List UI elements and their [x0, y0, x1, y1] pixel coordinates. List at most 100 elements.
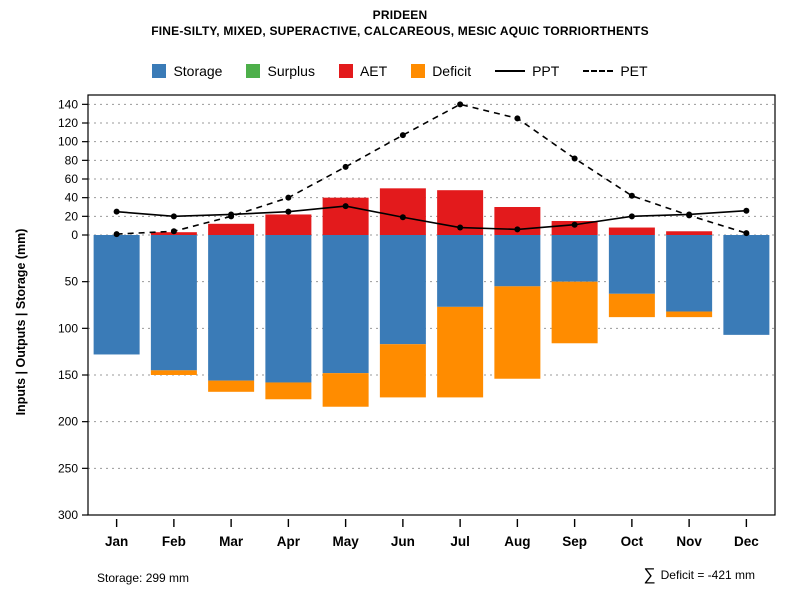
y-tick-label: 100: [58, 135, 78, 149]
y-tick-label: 140: [58, 97, 78, 111]
pet-line-sample: [583, 70, 614, 72]
month-label: Feb: [162, 534, 186, 549]
pet-marker: [399, 132, 406, 139]
deficit-bar: [208, 380, 255, 392]
storage-capacity-note: Storage: 299 mm: [97, 571, 190, 585]
y-tick-label: 150: [58, 368, 78, 382]
aet-bar: [208, 223, 255, 235]
legend-item-pet: PET: [583, 63, 648, 79]
month-label: Jun: [391, 534, 415, 549]
legend-item-deficit: Deficit: [411, 63, 471, 79]
y-tick-label: 300: [58, 508, 78, 522]
storage-bar: [666, 235, 713, 312]
y-tick-label: 50: [65, 275, 79, 289]
chart-legend: Storage Surplus AET Deficit PPT PET: [0, 63, 800, 79]
month-label: Mar: [219, 534, 244, 549]
month-label: Aug: [504, 534, 530, 549]
water-balance-chart: 0 20 40 60 80 100 120 140 50 100 150 200 250 300 Jan Fe…: [58, 94, 776, 549]
month-label: Apr: [277, 534, 301, 549]
deficit-bar: [437, 306, 484, 398]
storage-bar: [608, 235, 655, 294]
pet-marker: [342, 163, 349, 170]
ppt-marker: [170, 213, 177, 220]
month-label: Sep: [562, 534, 587, 549]
ppt-marker: [514, 226, 521, 233]
y-tick-label: 120: [58, 116, 78, 130]
ppt-marker: [342, 203, 349, 210]
storage-bar: [208, 235, 255, 381]
storage-swatch: [152, 64, 167, 78]
legend-label: Storage: [173, 63, 223, 79]
y-tick-label: 200: [58, 415, 78, 429]
month-label: May: [332, 534, 359, 549]
ppt-marker: [743, 207, 750, 214]
ppt-marker: [399, 214, 406, 221]
legend-item-ppt: PPT: [495, 63, 559, 79]
storage-bar: [322, 235, 369, 374]
month-label: Jul: [450, 534, 470, 549]
pet-marker: [514, 115, 521, 122]
sigma-icon: ∑: [643, 565, 656, 584]
pet-marker: [285, 194, 292, 201]
pet-marker: [170, 228, 177, 235]
ppt-marker: [457, 224, 464, 231]
page-title: PRIDEEN: [372, 8, 428, 22]
legend-label: PPT: [532, 63, 560, 79]
legend-item-storage: Storage: [152, 63, 222, 79]
storage-bar: [265, 235, 312, 383]
aet-bar: [608, 227, 655, 235]
aet-swatch: [338, 64, 353, 78]
ppt-marker: [628, 213, 635, 220]
pet-marker: [628, 192, 635, 199]
aet-bar: [265, 214, 312, 235]
aet-bar: [379, 188, 426, 235]
deficit-bar: [666, 311, 713, 318]
aet-bar: [666, 231, 713, 235]
deficit-total-note: ∑ Deficit = -421 mm: [644, 566, 755, 583]
ppt-marker: [571, 221, 578, 228]
ppt-marker: [285, 208, 292, 215]
pet-marker: [571, 155, 578, 162]
deficit-bar: [265, 382, 312, 400]
pet-marker: [113, 231, 120, 238]
deficit-bar: [494, 286, 541, 379]
pet-marker: [228, 213, 235, 220]
legend-label: Surplus: [267, 63, 315, 79]
pet-marker: [457, 101, 464, 108]
storage-bar: [551, 235, 598, 282]
storage-bar: [494, 235, 541, 287]
pet-marker: [743, 230, 750, 237]
month-label: Oct: [621, 534, 644, 549]
ppt-marker: [113, 208, 120, 215]
deficit-total-text: Deficit = -421 mm: [660, 567, 755, 582]
plot-frame: [87, 94, 776, 516]
storage-bar: [379, 235, 426, 345]
aet-bar: [551, 221, 598, 235]
deficit-swatch: [411, 64, 426, 78]
legend-item-surplus: Surplus: [246, 63, 315, 79]
month-label: Nov: [676, 534, 702, 549]
y-axis-label: Inputs | Outputs | Storage (mm): [14, 228, 28, 416]
deficit-bar: [551, 281, 598, 344]
deficit-bar: [150, 370, 197, 375]
legend-item-aet: AET: [338, 63, 388, 79]
y-tick-label: 80: [65, 153, 79, 167]
ppt-line: [116, 205, 747, 231]
legend-label: AET: [359, 63, 388, 79]
ppt-line-sample: [495, 70, 526, 72]
y-tick-label: 20: [65, 209, 79, 223]
surplus-swatch: [246, 64, 261, 78]
legend-label: PET: [620, 63, 648, 79]
y-tick-label: 250: [58, 461, 78, 475]
storage-bar: [150, 235, 197, 371]
storage-bar: [93, 235, 140, 355]
deficit-bar: [608, 293, 655, 318]
page-subtitle: FINE-SILTY, MIXED, SUPERACTIVE, CALCAREO…: [151, 24, 649, 38]
storage-bar: [723, 235, 770, 335]
deficit-bar: [379, 344, 426, 398]
y-tick-label: 100: [58, 321, 78, 335]
month-label: Dec: [734, 534, 759, 549]
pet-marker: [686, 212, 693, 219]
legend-label: Deficit: [432, 63, 472, 79]
